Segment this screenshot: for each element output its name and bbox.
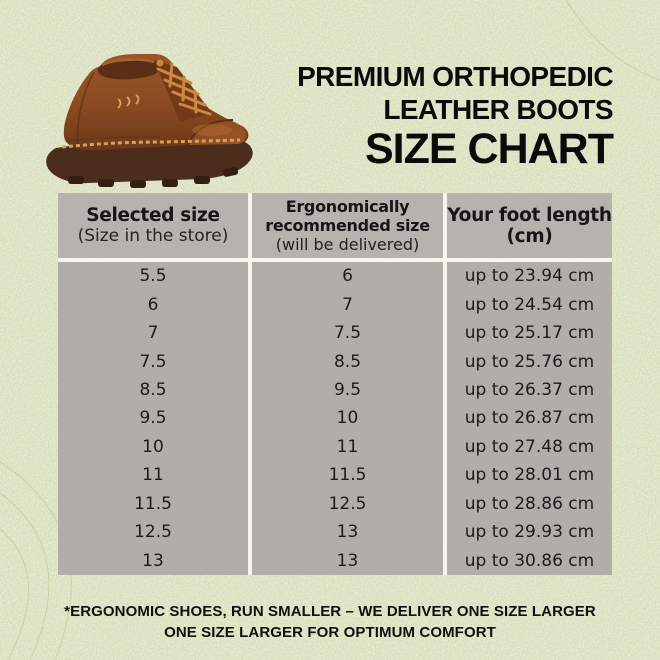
- title-line-3: SIZE CHART: [365, 125, 614, 173]
- recommended-size-cell: 13: [252, 517, 443, 547]
- selected-size-cell: 9.5: [58, 404, 248, 433]
- recommended-size-cell: 13: [252, 546, 443, 575]
- recommended-size-cell: 10: [252, 404, 443, 433]
- recommended-size-cell: 12.5: [252, 489, 443, 518]
- recommended-size-cell: 7: [252, 290, 443, 319]
- foot-length-cell: up to 23.94 cm: [447, 262, 612, 291]
- selected-size-cell: 11.5: [58, 489, 248, 518]
- recommended-size-cell: 8.5: [252, 347, 443, 376]
- selected-size-cell: 11: [58, 461, 248, 490]
- header-selected-size-title: Selected size: [86, 204, 220, 226]
- title-line-1: PREMIUM ORTHOPEDIC: [297, 61, 613, 92]
- selected-size-cell: 10: [58, 432, 248, 462]
- header-selected-size: Selected size (Size in the store): [58, 193, 248, 258]
- selected-size-cell: 12.5: [58, 517, 248, 547]
- header-foot-length-sub: (cm): [506, 225, 553, 247]
- selected-size-cell: 8.5: [58, 375, 248, 405]
- foot-length-cell: up to 24.54 cm: [447, 290, 612, 319]
- foot-length-cell: up to 25.17 cm: [447, 318, 612, 348]
- foot-length-cell: up to 25.76 cm: [447, 347, 612, 376]
- title-line-2: LEATHER BOOTS: [383, 94, 613, 125]
- foot-length-cell: up to 27.48 cm: [447, 432, 612, 462]
- selected-size-cell: 5.5: [58, 262, 248, 291]
- header-foot-length-title: Your foot length: [447, 204, 612, 226]
- size-chart-table: Selected size (Size in the store) Ergono…: [58, 193, 612, 575]
- foot-length-cell: up to 28.86 cm: [447, 489, 612, 518]
- footnote-line-1: *ERGONOMIC SHOES, RUN SMALLER – WE DELIV…: [64, 603, 596, 620]
- recommended-size-cell: 9.5: [252, 375, 443, 405]
- header-recommended-size: Ergonomically recommended size (will be …: [252, 193, 443, 258]
- selected-size-cell: 7.5: [58, 347, 248, 376]
- selected-size-cell: 7: [58, 318, 248, 348]
- product-boot-image: [46, 54, 253, 188]
- foot-length-cell: up to 29.93 cm: [447, 517, 612, 547]
- selected-size-cell: 6: [58, 290, 248, 319]
- recommended-size-cell: 7.5: [252, 318, 443, 348]
- selected-size-cell: 13: [58, 546, 248, 575]
- header-selected-size-sub: (Size in the store): [77, 225, 229, 246]
- recommended-size-cell: 11: [252, 432, 443, 462]
- header-recommended-size-title: Ergonomically recommended size: [265, 197, 430, 235]
- header-foot-length: Your foot length (cm): [447, 193, 612, 258]
- foot-length-cell: up to 28.01 cm: [447, 461, 612, 490]
- header-recommended-size-sub: (will be delivered): [275, 235, 420, 254]
- recommended-size-cell: 11.5: [252, 461, 443, 490]
- table-body: 5.5 6 up to 23.94 cm 6 7 up to 24.54 cm …: [58, 262, 612, 575]
- recommended-size-cell: 6: [252, 262, 443, 291]
- foot-length-cell: up to 30.86 cm: [447, 546, 612, 575]
- page-title: PREMIUM ORTHOPEDIC LEATHER BOOTS SIZE CH…: [297, 60, 614, 173]
- foot-length-cell: up to 26.87 cm: [447, 404, 612, 433]
- footnote: *ERGONOMIC SHOES, RUN SMALLER – WE DELIV…: [0, 601, 660, 643]
- footnote-line-2: ONE SIZE LARGER FOR OPTIMUM COMFORT: [164, 624, 496, 641]
- table-header-row: Selected size (Size in the store) Ergono…: [58, 193, 612, 258]
- foot-length-cell: up to 26.37 cm: [447, 375, 612, 405]
